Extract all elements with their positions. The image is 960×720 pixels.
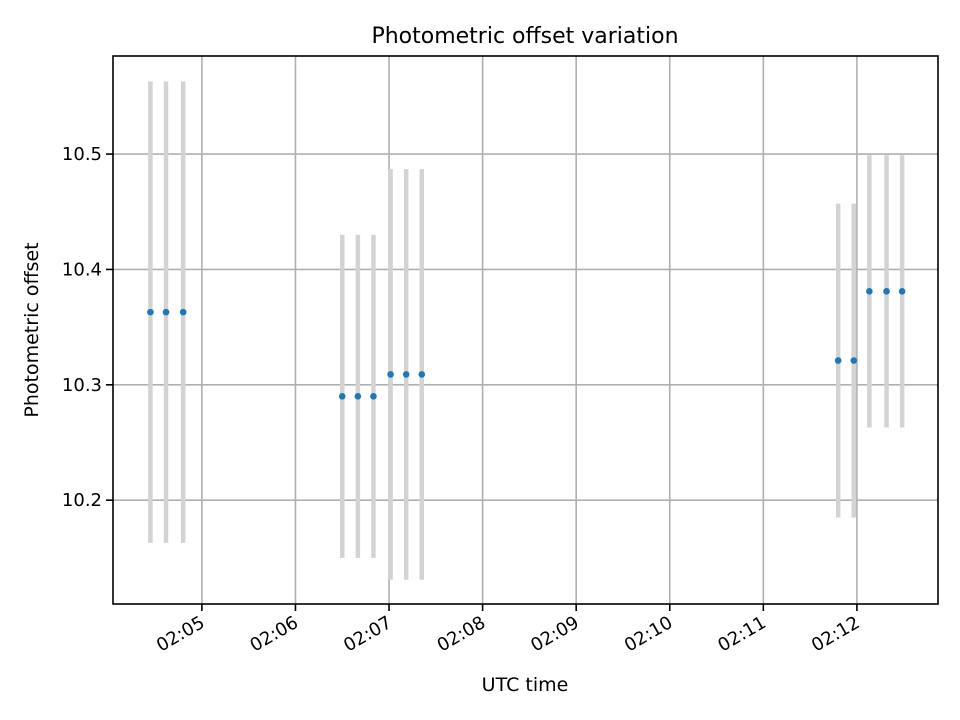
x-tick-label: 02:06 [247, 612, 302, 656]
y-axis-label: Photometric offset [21, 242, 43, 417]
x-tick-label: 02:12 [808, 612, 863, 656]
data-point [418, 371, 426, 378]
x-tick-label: 02:10 [621, 612, 676, 656]
data-points [147, 288, 906, 400]
x-tick-label: 02:07 [340, 612, 395, 656]
data-point [850, 357, 858, 364]
x-axis-label: UTC time [482, 674, 569, 696]
chart-title: Photometric offset variation [371, 24, 678, 49]
y-tick-label: 10.3 [62, 375, 102, 396]
data-point [402, 371, 410, 378]
data-point [834, 357, 842, 364]
data-point [162, 308, 170, 316]
y-tick-label: 10.2 [62, 490, 102, 511]
data-point [179, 308, 187, 316]
data-point [147, 308, 154, 316]
x-tick-label: 02:08 [434, 612, 489, 656]
data-point [370, 393, 377, 400]
y-tick-label: 10.4 [62, 259, 102, 280]
plot-frame [112, 55, 939, 605]
data-point [338, 393, 346, 400]
y-tick-label: 10.5 [62, 144, 102, 165]
x-tick-label: 02:11 [714, 612, 769, 656]
error-bars [148, 81, 905, 580]
grid [113, 56, 938, 604]
data-point [354, 393, 362, 400]
data-point [898, 288, 906, 295]
x-tick-label: 02:05 [153, 612, 208, 656]
data-point [387, 371, 394, 378]
data-point [883, 288, 890, 295]
data-point [866, 288, 873, 295]
x-tick-label: 02:09 [527, 612, 582, 656]
